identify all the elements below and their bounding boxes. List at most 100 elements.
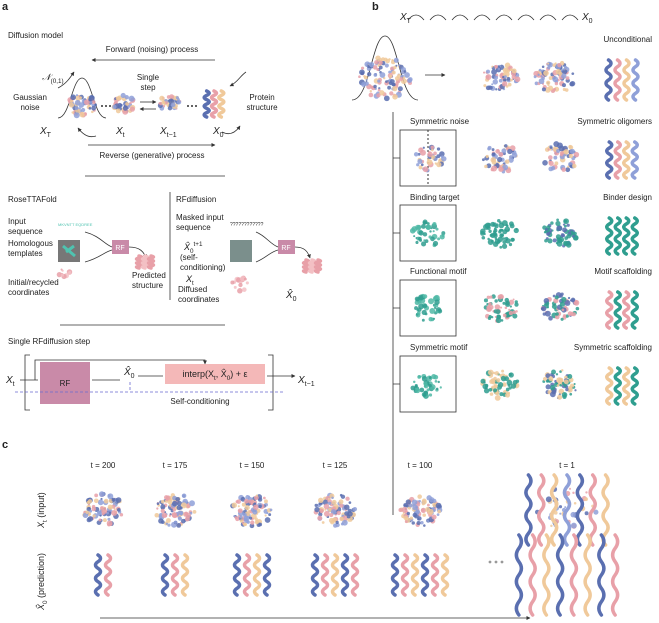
atom [501,369,505,373]
atom [256,508,261,513]
math-part: 0 [42,600,49,604]
atom [115,108,121,114]
atom [70,94,77,101]
atom [426,159,433,166]
atom [491,148,495,152]
atom [563,149,569,155]
atom [358,75,361,79]
helix [93,553,103,597]
atom [571,298,575,302]
atom [68,270,72,274]
label: Self-conditioning [170,397,229,406]
structure-blob [533,60,576,94]
atom [314,503,318,508]
atom [160,508,165,514]
helix [313,258,323,274]
math-part: (input) [36,492,46,520]
math-label: X̂0t+1 [183,241,203,255]
atom [537,73,540,76]
atom [548,376,554,382]
atom [416,226,419,229]
atom [493,227,497,230]
label: Forward (noising) process [106,45,198,54]
atom [486,306,492,312]
atom [319,508,324,514]
atom [391,70,396,75]
atom [373,73,378,77]
structure-ribbon [605,290,639,330]
helix [170,553,180,597]
label: Diffused [178,285,207,294]
atom [584,511,589,516]
helix [555,533,565,617]
atom [491,83,494,86]
atom [344,511,349,516]
label: sequence [8,227,43,236]
atom [258,504,262,509]
helix [330,553,340,597]
atom [510,69,513,72]
atom [93,103,98,107]
atom [559,512,562,515]
atom [430,236,435,242]
structure-blob [82,491,124,527]
atom [318,512,323,517]
atom [94,493,99,498]
atom [92,514,96,518]
helix [209,89,219,119]
atom [432,240,439,247]
atom [500,319,504,322]
atom [504,144,508,148]
atom [243,277,247,281]
atom [507,82,512,87]
atom [437,237,441,241]
atom [554,295,559,300]
atom [359,69,365,76]
atom [502,313,507,318]
atom [508,157,514,163]
atom [60,273,64,277]
atom [488,85,493,90]
math-part: ) + ε [230,369,247,379]
atom [253,502,257,505]
atom [488,229,492,233]
atom [392,86,398,92]
atom [499,392,504,397]
label: t = 1 [559,461,575,470]
atom [176,523,182,528]
label: RF [281,245,290,252]
atom [379,72,386,78]
atom [556,225,563,232]
helix [232,553,242,597]
atom [250,520,255,525]
atom [556,384,560,387]
panel-label: c [2,439,8,451]
math-label: interp(Xt, X̂0) + ε [182,369,247,382]
atom [377,79,381,83]
atom [429,308,436,314]
label: MKVNTT EQDREE [58,222,93,227]
atom [495,391,500,396]
atom [420,508,425,512]
atom [551,303,557,310]
atom [509,78,513,82]
atom [403,70,407,73]
atom [430,145,435,150]
structure-blob [414,293,443,322]
atom [422,219,428,225]
helix [622,216,631,256]
atom [547,66,551,70]
atom [554,62,557,65]
math-part: (0,1) [51,78,64,85]
math-label: X̂0 [123,364,135,380]
atom [115,96,120,101]
atom [508,308,511,312]
math-label: XT [399,12,412,25]
atom [99,514,102,517]
label: t = 175 [163,461,188,470]
atom [505,71,510,77]
atom [573,382,576,386]
atom [125,102,129,106]
atom [484,164,488,169]
atom [436,161,442,168]
